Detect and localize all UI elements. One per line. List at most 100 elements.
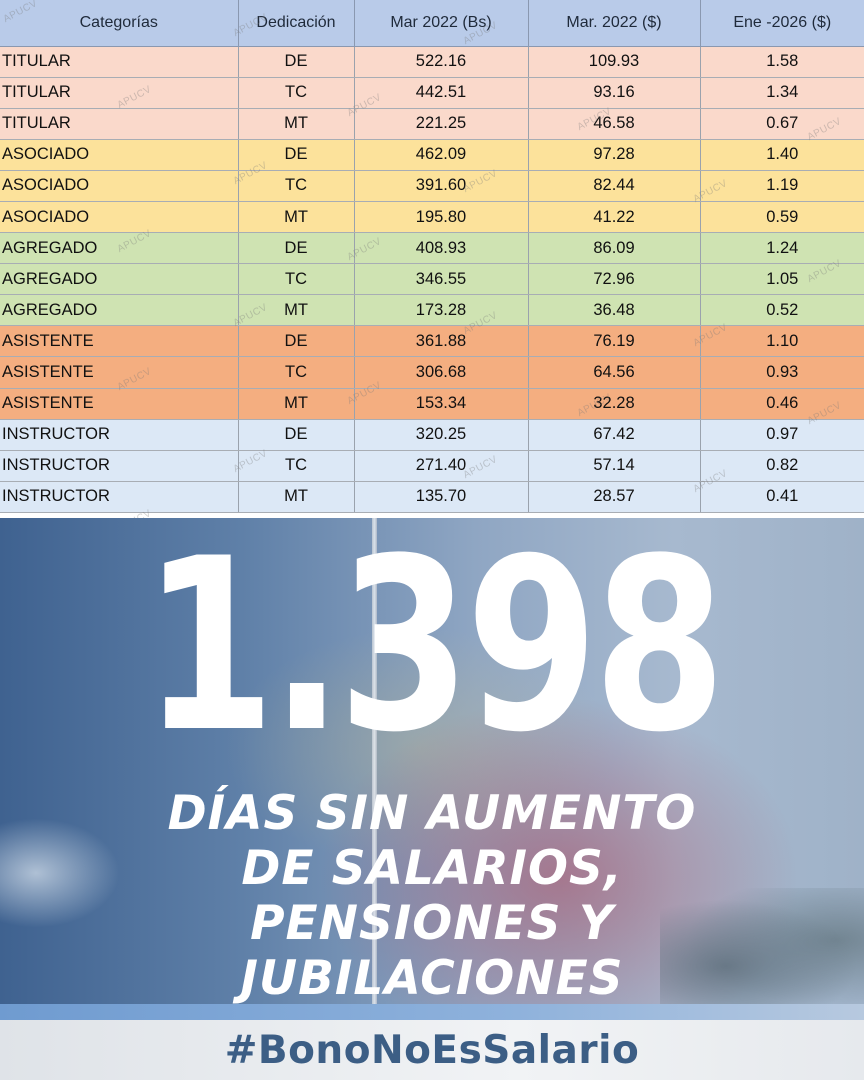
table-row: AGREGADO TC 346.55 72.96 1.05	[0, 263, 864, 296]
cell-ene-2026-usd: 0.59	[699, 201, 864, 234]
cell-dedicacion: DE	[237, 139, 354, 171]
headline-line: DÍAS SIN AUMENTO	[167, 786, 697, 841]
cell-mar-2022-usd: 32.28	[527, 388, 700, 420]
cell-ene-2026-usd: 1.10	[699, 325, 864, 358]
cell-mar-2022-bs: 221.25	[353, 108, 528, 140]
cell-dedicacion: TC	[237, 356, 354, 389]
headline-line: PENSIONES Y	[250, 896, 614, 951]
cell-dedicacion: TC	[237, 450, 354, 482]
cell-dedicacion: TC	[237, 170, 354, 202]
salary-table: Categorías Dedicación Mar 2022 (Bs) Mar.…	[0, 0, 864, 514]
cell-ene-2026-usd: 0.67	[699, 108, 864, 140]
cell-mar-2022-bs: 391.60	[353, 170, 528, 202]
cell-ene-2026-usd: 1.24	[699, 232, 864, 265]
cell-ene-2026-usd: 0.82	[699, 450, 864, 482]
cell-ene-2026-usd: 1.40	[699, 139, 864, 171]
cell-categoria: INSTRUCTOR	[0, 450, 238, 482]
headline-line: JUBILACIONES	[240, 951, 624, 1006]
cell-mar-2022-bs: 195.80	[353, 201, 528, 234]
table-row: ASOCIADO TC 391.60 82.44 1.19	[0, 170, 864, 202]
cell-categoria: ASISTENTE	[0, 356, 238, 389]
cell-mar-2022-bs: 522.16	[353, 46, 528, 78]
cell-mar-2022-usd: 28.57	[527, 481, 700, 514]
cell-ene-2026-usd: 0.97	[699, 419, 864, 451]
cell-mar-2022-usd: 64.56	[527, 356, 700, 389]
cell-mar-2022-bs: 320.25	[353, 419, 528, 451]
cell-dedicacion: DE	[237, 46, 354, 78]
cell-mar-2022-usd: 41.22	[527, 201, 700, 234]
table-row: ASOCIADO MT 195.80 41.22 0.59	[0, 201, 864, 234]
cell-ene-2026-usd: 0.93	[699, 356, 864, 389]
cell-dedicacion: MT	[237, 294, 354, 327]
cell-categoria: TITULAR	[0, 77, 238, 109]
cell-mar-2022-usd: 109.93	[527, 46, 700, 78]
cell-ene-2026-usd: 0.52	[699, 294, 864, 327]
cell-mar-2022-usd: 46.58	[527, 108, 700, 140]
cell-mar-2022-bs: 153.34	[353, 388, 528, 420]
cell-mar-2022-bs: 462.09	[353, 139, 528, 171]
cell-ene-2026-usd: 1.58	[699, 46, 864, 78]
cell-mar-2022-bs: 271.40	[353, 450, 528, 482]
table-row: TITULAR DE 522.16 109.93 1.58	[0, 46, 864, 78]
cell-ene-2026-usd: 0.41	[699, 481, 864, 514]
cell-mar-2022-usd: 82.44	[527, 170, 700, 202]
cell-mar-2022-bs: 306.68	[353, 356, 528, 389]
header-ene-2026-usd: Ene -2026 ($)	[699, 0, 864, 47]
cell-mar-2022-bs: 361.88	[353, 325, 528, 358]
cell-categoria: TITULAR	[0, 108, 238, 140]
cell-mar-2022-usd: 57.14	[527, 450, 700, 482]
table-row: ASISTENTE MT 153.34 32.28 0.46	[0, 388, 864, 420]
table-header-row: Categorías Dedicación Mar 2022 (Bs) Mar.…	[0, 0, 864, 47]
header-categorias: Categorías	[0, 0, 238, 47]
flagpole-image	[372, 518, 377, 1018]
cell-mar-2022-usd: 93.16	[527, 77, 700, 109]
table-row: TITULAR MT 221.25 46.58 0.67	[0, 108, 864, 140]
cell-mar-2022-usd: 97.28	[527, 139, 700, 171]
cell-mar-2022-bs: 346.55	[353, 263, 528, 296]
cell-dedicacion: DE	[237, 325, 354, 358]
cell-categoria: AGREGADO	[0, 232, 238, 265]
cell-dedicacion: MT	[237, 201, 354, 234]
cell-mar-2022-bs: 442.51	[353, 77, 528, 109]
cell-ene-2026-usd: 1.19	[699, 170, 864, 202]
cell-categoria: ASOCIADO	[0, 170, 238, 202]
cell-dedicacion: TC	[237, 77, 354, 109]
cell-dedicacion: MT	[237, 388, 354, 420]
cell-ene-2026-usd: 0.46	[699, 388, 864, 420]
header-mar-2022-bs: Mar 2022 (Bs)	[353, 0, 528, 47]
cell-dedicacion: MT	[237, 108, 354, 140]
table-row: ASISTENTE DE 361.88 76.19 1.10	[0, 325, 864, 358]
cell-mar-2022-usd: 76.19	[527, 325, 700, 358]
cell-ene-2026-usd: 1.34	[699, 77, 864, 109]
cell-mar-2022-bs: 408.93	[353, 232, 528, 265]
cell-dedicacion: TC	[237, 263, 354, 296]
table-row: TITULAR TC 442.51 93.16 1.34	[0, 77, 864, 109]
headline-line: DE SALARIOS,	[241, 841, 623, 896]
cell-mar-2022-usd: 67.42	[527, 419, 700, 451]
hashtag: #BonoNoEsSalario	[224, 1027, 640, 1073]
cell-mar-2022-bs: 173.28	[353, 294, 528, 327]
cell-categoria: AGREGADO	[0, 294, 238, 327]
table-row: INSTRUCTOR TC 271.40 57.14 0.82	[0, 450, 864, 482]
cell-mar-2022-usd: 86.09	[527, 232, 700, 265]
header-mar-2022-usd: Mar. 2022 ($)	[527, 0, 700, 47]
cell-categoria: ASISTENTE	[0, 325, 238, 358]
hashtag-bar: #BonoNoEsSalario	[0, 1020, 864, 1080]
table-row: ASOCIADO DE 462.09 97.28 1.40	[0, 139, 864, 171]
table-body: TITULAR DE 522.16 109.93 1.58 TITULAR TC 442.51…	[0, 46, 864, 514]
days-count: 1.398	[142, 518, 726, 785]
table-row: AGREGADO DE 408.93 86.09 1.24	[0, 232, 864, 265]
headline: DÍAS SIN AUMENTO DE SALARIOS, PENSIONES …	[0, 786, 864, 1006]
cloud-image	[0, 818, 120, 928]
table-row: AGREGADO MT 173.28 36.48 0.52	[0, 294, 864, 327]
header-dedicacion: Dedicación	[237, 0, 354, 47]
cell-categoria: ASOCIADO	[0, 201, 238, 234]
cell-ene-2026-usd: 1.05	[699, 263, 864, 296]
cell-categoria: TITULAR	[0, 46, 238, 78]
cell-dedicacion: DE	[237, 419, 354, 451]
table-row: ASISTENTE TC 306.68 64.56 0.93	[0, 356, 864, 389]
cell-categoria: INSTRUCTOR	[0, 481, 238, 514]
cell-mar-2022-usd: 72.96	[527, 263, 700, 296]
table-row: INSTRUCTOR MT 135.70 28.57 0.41	[0, 481, 864, 514]
poster-banner: 1.398 DÍAS SIN AUMENTO DE SALARIOS, PENS…	[0, 518, 864, 1080]
